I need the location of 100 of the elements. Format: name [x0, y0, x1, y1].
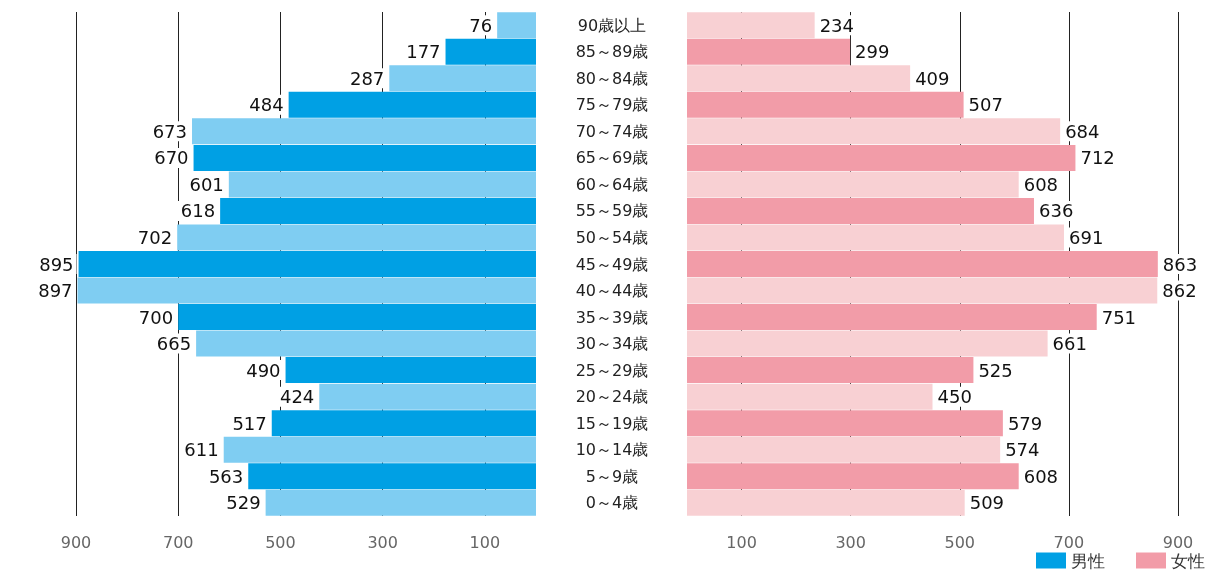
bar — [687, 436, 1001, 463]
bar — [223, 436, 536, 463]
bar — [687, 410, 1003, 437]
x-tick-label: 900 — [60, 532, 92, 552]
bar — [265, 489, 536, 516]
bar — [497, 12, 536, 39]
data-label: 673 — [152, 120, 188, 142]
data-label: 691 — [1068, 226, 1104, 248]
x-tick-label: 100 — [726, 532, 757, 552]
data-label: 611 — [184, 439, 219, 461]
bar — [687, 277, 1158, 304]
y-tick-label: 45～49歳 — [575, 254, 649, 274]
data-label: 424 — [279, 386, 315, 408]
y-tick-label: 20～24歳 — [575, 387, 649, 407]
bar — [687, 383, 933, 410]
data-label: 751 — [1101, 306, 1137, 328]
legend-label: 男性 — [1071, 550, 1105, 571]
data-label: 490 — [246, 359, 281, 381]
x-tick-label: 700 — [162, 532, 194, 552]
bar — [77, 277, 536, 304]
data-label: 299 — [855, 41, 890, 63]
data-label: 863 — [1162, 253, 1198, 275]
bar — [687, 38, 851, 65]
x-tick-label: 300 — [367, 532, 398, 552]
bar — [220, 197, 536, 224]
bar — [687, 171, 1019, 198]
bar — [193, 144, 536, 171]
bar — [687, 65, 911, 92]
bar — [687, 118, 1061, 145]
data-label: 895 — [39, 253, 74, 275]
bar — [687, 197, 1034, 224]
x-tick-label: 500 — [265, 532, 296, 552]
data-label: 862 — [1162, 280, 1197, 302]
y-tick-label: 90歳以上 — [577, 15, 647, 35]
data-label: 450 — [937, 386, 972, 408]
bar — [177, 224, 536, 251]
data-label: 608 — [1023, 173, 1059, 195]
data-label: 700 — [138, 306, 174, 328]
y-tick-label: 0～4歳 — [585, 493, 639, 513]
bar — [285, 357, 536, 384]
y-tick-label: 55～59歳 — [575, 201, 649, 221]
bar — [248, 463, 536, 490]
x-tick-label: 700 — [1053, 532, 1085, 552]
y-tick-label: 5～9歳 — [585, 466, 639, 486]
data-label: 897 — [38, 280, 73, 302]
y-tick-label: 25～29歳 — [575, 360, 649, 380]
data-label: 618 — [180, 200, 216, 222]
y-tick-label: 50～54歳 — [575, 227, 649, 247]
bar — [288, 91, 536, 118]
y-tick-label: 65～69歳 — [575, 148, 649, 168]
bar — [271, 410, 536, 437]
y-tick-label: 75～79歳 — [575, 95, 649, 115]
bar — [687, 489, 965, 516]
bar — [445, 38, 536, 65]
data-label: 525 — [978, 359, 1013, 381]
data-label: 76 — [469, 14, 493, 36]
y-tick-label: 60～64歳 — [575, 174, 649, 194]
data-label: 661 — [1052, 333, 1087, 355]
bar — [687, 304, 1097, 331]
bar — [687, 91, 964, 118]
bar — [687, 12, 815, 39]
data-label: 636 — [1038, 200, 1074, 222]
y-tick-label: 35～39歳 — [575, 307, 649, 327]
bar — [687, 463, 1019, 490]
data-label: 579 — [1007, 412, 1043, 434]
bar — [228, 171, 536, 198]
bar — [687, 251, 1158, 277]
y-tick-label: 15～19歳 — [575, 413, 649, 433]
bar — [687, 357, 974, 384]
bar — [687, 330, 1048, 357]
bar — [687, 224, 1064, 251]
data-label: 484 — [249, 94, 284, 116]
bar — [196, 330, 536, 357]
x-tick-label: 100 — [469, 532, 501, 552]
data-label: 684 — [1065, 120, 1100, 142]
data-label: 601 — [189, 173, 224, 195]
data-label: 509 — [969, 492, 1005, 514]
y-tick-label: 40～44歳 — [575, 281, 649, 301]
bar — [389, 65, 536, 92]
y-tick-label: 10～14歳 — [575, 440, 649, 460]
data-label: 574 — [1005, 439, 1040, 461]
data-label: 670 — [154, 147, 189, 169]
data-label: 712 — [1080, 147, 1115, 169]
x-tick-label: 300 — [835, 532, 866, 552]
y-tick-label: 80～84歳 — [575, 68, 649, 88]
bar — [687, 144, 1076, 171]
data-label: 507 — [968, 94, 1003, 116]
bar — [78, 251, 536, 277]
data-label: 409 — [915, 67, 950, 89]
data-label: 563 — [208, 465, 244, 487]
x-tick-label: 500 — [944, 532, 976, 552]
y-tick-label: 85～89歳 — [575, 42, 649, 62]
data-label: 529 — [226, 492, 261, 514]
legend-label: 女性 — [1171, 550, 1205, 571]
bar — [319, 383, 536, 410]
data-label: 177 — [406, 41, 441, 63]
bar — [192, 118, 536, 145]
x-tick-label: 900 — [1162, 532, 1194, 552]
data-label: 287 — [349, 67, 385, 89]
bar — [178, 304, 536, 331]
